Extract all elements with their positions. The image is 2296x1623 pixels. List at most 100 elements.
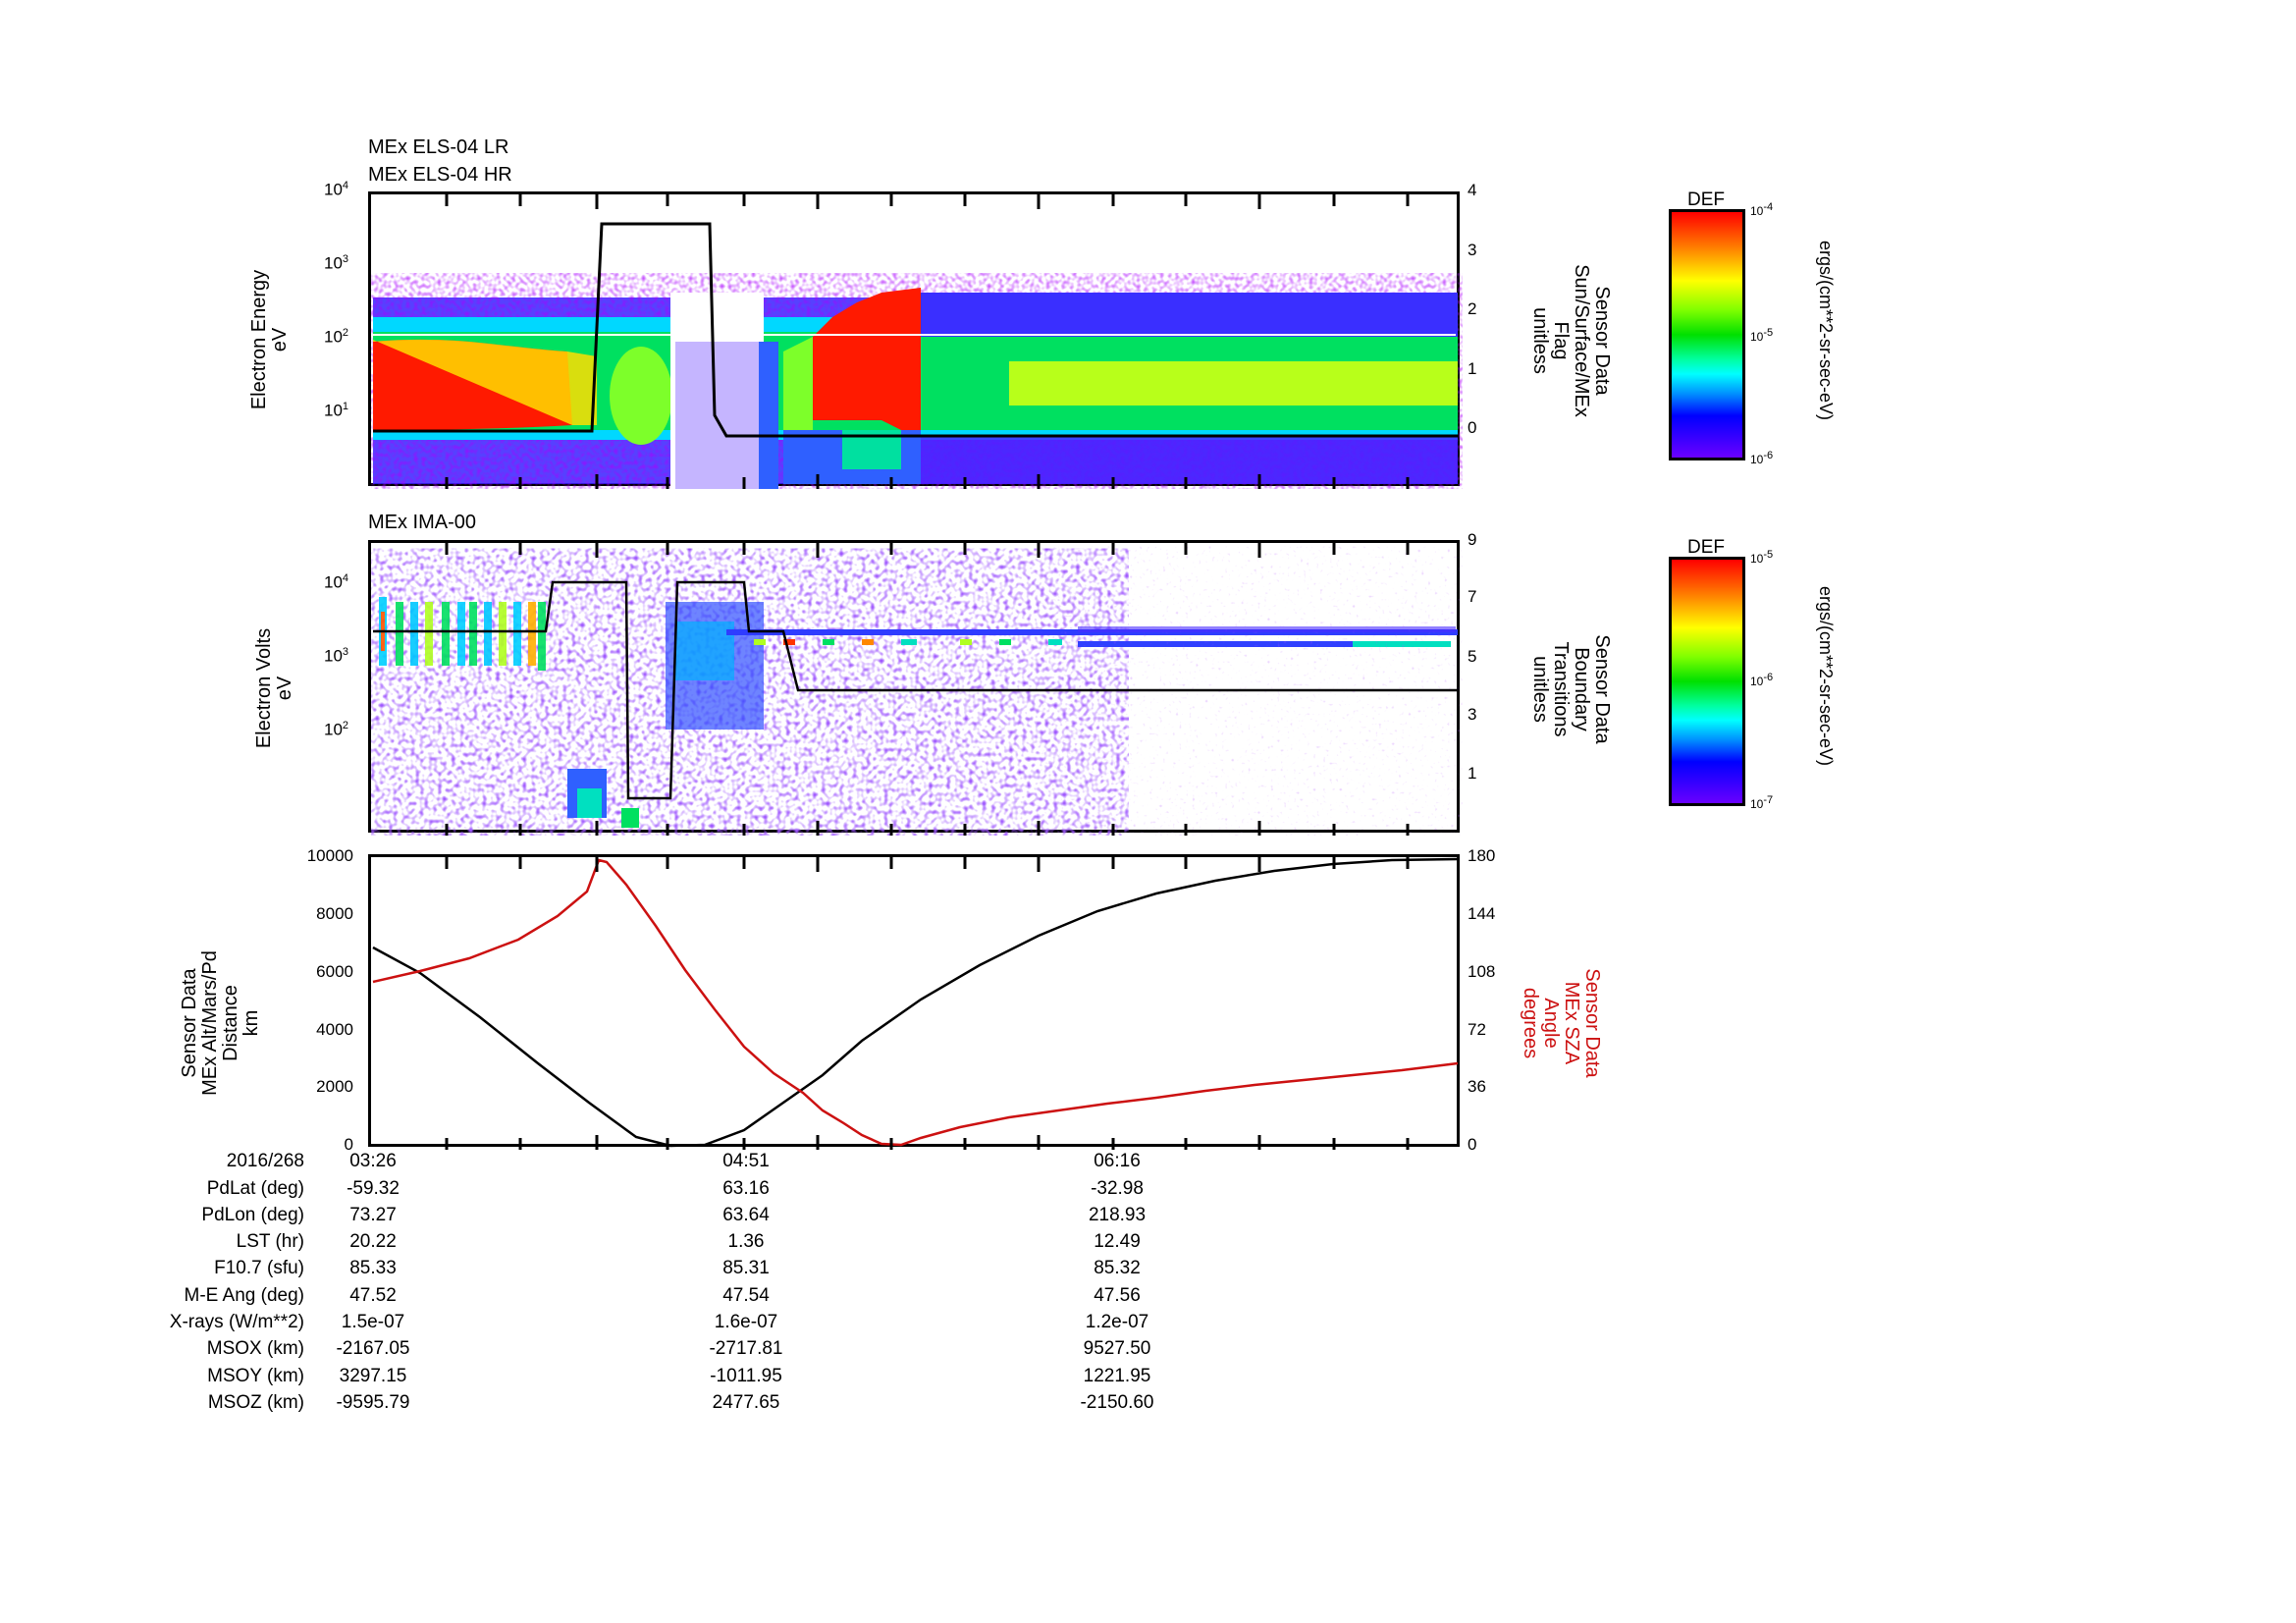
els-colorbar-title: DEF — [1687, 189, 1725, 210]
els-right-tick-2: 2 — [1468, 299, 1477, 318]
els-colorbar — [1669, 209, 1745, 460]
ima-spectrogram — [368, 540, 1460, 836]
alt-left-axis-label-line4: km — [240, 1009, 262, 1037]
sza-right-axis-label-line3: Angle — [1540, 998, 1562, 1049]
ephemeris-row-label: MSOY (km) — [207, 1366, 304, 1386]
ima-left-axis-label-line2: eV — [274, 676, 295, 701]
sza-right-tick-144: 144 — [1468, 904, 1496, 923]
ephemeris-cell: -59.32 — [347, 1178, 400, 1199]
ima-ytick-1e3: 103 — [324, 646, 349, 666]
ima-right-tick-9: 9 — [1468, 530, 1477, 549]
sza-right-axis-label-line4: degrees — [1520, 987, 1541, 1059]
ephemeris-date: 2016/268 — [226, 1151, 304, 1171]
ima-right-axis-label-line3: Transitions — [1550, 641, 1572, 737]
ephemeris-cell: 1.2e-07 — [1085, 1312, 1149, 1332]
ephemeris-cell: 63.64 — [722, 1205, 770, 1225]
els-ytick-1e2: 102 — [324, 327, 349, 347]
ephemeris-cell: 1.6e-07 — [714, 1312, 778, 1332]
ephemeris-row-label: LST (hr) — [236, 1231, 304, 1252]
ima-spectrogram-svg — [373, 543, 1459, 836]
ima-title: MEx IMA-00 — [368, 512, 477, 533]
els-ytick-1e4: 104 — [324, 180, 349, 199]
ima-right-tick-3: 3 — [1468, 705, 1477, 724]
els-right-axis-label-line4: unitless — [1529, 307, 1551, 374]
sza-right-tick-180: 180 — [1468, 846, 1496, 865]
sza-right-axis-label-line2: MEx SZA — [1561, 981, 1582, 1065]
ima-colorbar — [1669, 557, 1745, 806]
alt-ytick-2000: 2000 — [316, 1077, 353, 1096]
ephemeris-row-label: M-E Ang (deg) — [184, 1285, 305, 1306]
ephemeris-cell: 1221.95 — [1083, 1366, 1151, 1386]
ima-colorbar-mid: 10-6 — [1750, 672, 1774, 688]
ephemeris-cell: -2150.60 — [1080, 1392, 1154, 1413]
els-right-tick-1: 1 — [1468, 359, 1477, 378]
els-left-axis-label: Electron Energy eV — [248, 261, 291, 418]
els-left-axis-label-line2: eV — [269, 327, 291, 352]
ima-colorbar-min: 10-7 — [1750, 794, 1774, 811]
ephemeris-cell: 85.33 — [349, 1258, 397, 1278]
ima-right-tick-5: 5 — [1468, 647, 1477, 666]
ima-left-axis-label: Electron Volts eV — [253, 610, 295, 767]
ephemeris-time-3: 06:16 — [1094, 1151, 1141, 1171]
sza-right-tick-72: 72 — [1468, 1020, 1486, 1039]
ephemeris-cell: 12.49 — [1094, 1231, 1141, 1252]
alt-sza-lineplot — [368, 854, 1460, 1150]
ima-right-tick-1: 1 — [1468, 764, 1477, 783]
els-colorbar-unit: ergs/(cm**2-sr-sec-eV) — [1816, 241, 1836, 421]
ephemeris-cell: 47.56 — [1094, 1285, 1141, 1306]
ephemeris-cell: 47.52 — [349, 1285, 397, 1306]
els-title-lr: MEx ELS-04 LR — [368, 136, 509, 158]
ephemeris-cell: 1.5e-07 — [341, 1312, 405, 1332]
sza-right-axis-label: Sensor Data MEx SZA Angle degrees — [1520, 925, 1603, 1121]
els-right-axis-label-line1: Sensor Data — [1591, 286, 1613, 396]
els-title-hr: MEx ELS-04 HR — [368, 164, 512, 186]
ephemeris-cell: -2167.05 — [336, 1338, 410, 1359]
alt-sza-lineplot-svg — [372, 857, 1459, 1150]
ephemeris-cell: -9595.79 — [336, 1392, 410, 1413]
els-spectrogram-svg — [373, 194, 1459, 489]
ephemeris-row-label: PdLon (deg) — [201, 1205, 304, 1225]
ima-right-axis-label-line4: unitless — [1529, 656, 1551, 723]
ima-colorbar-title: DEF — [1687, 537, 1725, 558]
ephemeris-cell: 85.32 — [1094, 1258, 1141, 1278]
ephemeris-cell: 85.31 — [722, 1258, 770, 1278]
ima-right-axis-label: Sensor Data Boundary Transitions unitles… — [1529, 581, 1613, 797]
ima-right-axis-label-line2: Boundary — [1571, 647, 1592, 731]
ephemeris-cell: 73.27 — [349, 1205, 397, 1225]
alt-ytick-10000: 10000 — [306, 846, 353, 865]
ima-right-axis-label-line1: Sensor Data — [1591, 634, 1613, 744]
alt-left-axis-label-line2: MEx Alt/Mars/Pd — [199, 950, 221, 1096]
alt-ytick-8000: 8000 — [316, 904, 353, 923]
ephemeris-cell: 20.22 — [349, 1231, 397, 1252]
ima-ytick-1e2: 102 — [324, 720, 349, 739]
alt-left-axis-label-line3: Distance — [220, 985, 241, 1061]
ephemeris-time-2: 04:51 — [722, 1151, 770, 1171]
sza-right-axis-label-line1: Sensor Data — [1581, 968, 1603, 1078]
ephemeris-cell: -2717.81 — [709, 1338, 783, 1359]
els-right-axis-label-line2: Sun/Surface/MEx — [1571, 264, 1592, 417]
sza-right-tick-108: 108 — [1468, 962, 1496, 981]
els-ytick-1e3: 103 — [324, 253, 349, 273]
els-spectrogram — [368, 191, 1460, 489]
ephemeris-cell: 3297.15 — [339, 1366, 407, 1386]
ephemeris-cell: -32.98 — [1091, 1178, 1144, 1199]
ima-colorbar-unit: ergs/(cm**2-sr-sec-eV) — [1816, 586, 1836, 767]
ephemeris-row-label: F10.7 (sfu) — [214, 1258, 304, 1278]
els-right-axis-label-line3: Flag — [1550, 321, 1572, 360]
ephemeris-cell: 2477.65 — [712, 1392, 780, 1413]
sza-right-tick-0: 0 — [1468, 1135, 1477, 1154]
ephemeris-cell: 1.36 — [727, 1231, 765, 1252]
alt-ytick-6000: 6000 — [316, 962, 353, 981]
ephemeris-row-label: X-rays (W/m**2) — [169, 1312, 304, 1332]
ephemeris-cell: 9527.50 — [1083, 1338, 1151, 1359]
els-right-axis-label: Sensor Data Sun/Surface/MEx Flag unitles… — [1529, 233, 1613, 449]
alt-ytick-4000: 4000 — [316, 1020, 353, 1039]
ima-left-axis-label-line1: Electron Volts — [253, 627, 275, 749]
els-colorbar-mid: 10-5 — [1750, 327, 1774, 344]
els-colorbar-max: 10-4 — [1750, 201, 1774, 218]
ima-ytick-1e4: 104 — [324, 572, 349, 592]
ima-colorbar-max: 10-5 — [1750, 549, 1774, 566]
els-right-tick-3: 3 — [1468, 241, 1477, 259]
alt-left-axis-label-line1: Sensor Data — [179, 968, 200, 1078]
els-left-axis-label-line1: Electron Energy — [248, 269, 270, 410]
